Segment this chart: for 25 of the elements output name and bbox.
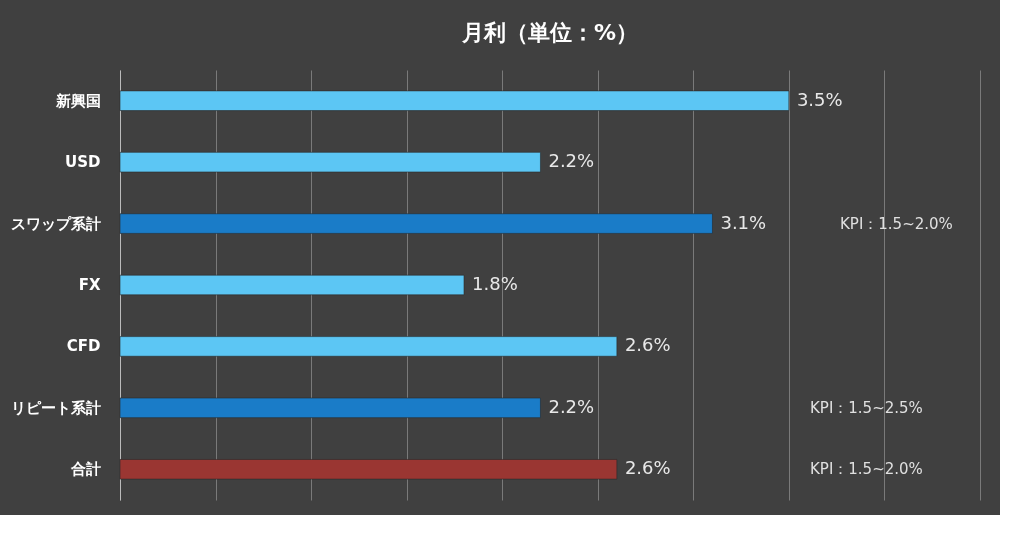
data-label: 2.2% <box>548 150 595 172</box>
bar <box>119 336 618 357</box>
data-label: 2.2% <box>548 395 595 417</box>
bar <box>119 274 465 296</box>
bar <box>119 459 618 480</box>
data-label: 3.5% <box>796 88 843 110</box>
data-label: 1.8% <box>472 273 518 294</box>
y-tick-label: 新興国 <box>54 91 101 110</box>
data-label: 2.6% <box>624 334 671 356</box>
bar <box>119 397 541 418</box>
y-tick-label: リピート系計 <box>10 398 101 417</box>
bar <box>119 90 790 111</box>
annotation: KPI：1.5~2.0% <box>810 460 923 479</box>
bar <box>119 152 541 173</box>
chart-title: 月利（単位：%） <box>460 20 639 45</box>
y-tick-label: CFD <box>66 337 101 356</box>
annotation: KPI：1.5~2.0% <box>840 214 953 233</box>
y-tick-label: スワップ系計 <box>10 214 101 233</box>
y-tick-label: FX <box>78 276 101 294</box>
data-label: 3.1% <box>720 211 767 233</box>
annotation: KPI：1.5~2.5% <box>810 398 923 417</box>
data-label: 2.6% <box>624 457 671 479</box>
y-tick-label: 合計 <box>69 460 101 479</box>
y-tick-label: USD <box>65 153 101 172</box>
bar <box>119 213 713 234</box>
